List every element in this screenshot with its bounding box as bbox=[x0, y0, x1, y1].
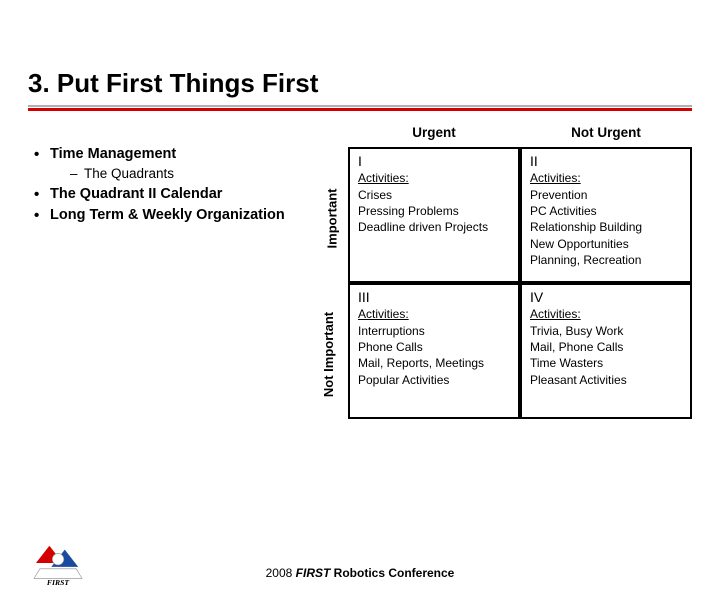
activity-line: Phone Calls bbox=[358, 339, 510, 355]
activity-line: Deadline driven Projects bbox=[358, 219, 510, 235]
activities-label: Activities: bbox=[530, 307, 682, 321]
quadrant-4: IV Activities: Trivia, Busy Work Mail, P… bbox=[520, 283, 692, 419]
slide: 3. Put First Things First Time Managemen… bbox=[0, 68, 720, 608]
col-header-not-urgent: Not Urgent bbox=[520, 125, 692, 147]
activities-label: Activities: bbox=[358, 171, 510, 185]
quadrant-activities: Crises Pressing Problems Deadline driven… bbox=[358, 187, 510, 236]
bullet-text: Time Management bbox=[50, 146, 176, 162]
quadrant-3: III Activities: Interruptions Phone Call… bbox=[348, 283, 520, 419]
quadrant-1: I Activities: Crises Pressing Problems D… bbox=[348, 147, 520, 283]
matrix-wrap: Urgent Not Urgent I Activities: Crises P… bbox=[348, 125, 692, 419]
activity-line: Mail, Reports, Meetings bbox=[358, 355, 510, 371]
footer-first: FIRST bbox=[296, 566, 331, 580]
rule-red bbox=[28, 108, 692, 111]
activity-line: Crises bbox=[358, 187, 510, 203]
quadrant-number: III bbox=[358, 289, 510, 305]
activities-label: Activities: bbox=[530, 171, 682, 185]
bullet-list: Time Management The Quadrants The Quadra… bbox=[28, 145, 320, 226]
svg-text:FIRST: FIRST bbox=[47, 578, 69, 587]
activity-line: Planning, Recreation bbox=[530, 252, 682, 268]
sub-list: The Quadrants bbox=[50, 165, 320, 183]
quadrant-matrix: I Activities: Crises Pressing Problems D… bbox=[348, 147, 692, 419]
first-logo-icon: FIRST bbox=[30, 540, 88, 588]
activity-line: Mail, Phone Calls bbox=[530, 339, 682, 355]
quadrant-2: II Activities: Prevention PC Activities … bbox=[520, 147, 692, 283]
activity-line: Trivia, Busy Work bbox=[530, 323, 682, 339]
quadrant-number: IV bbox=[530, 289, 682, 305]
activity-line: Popular Activities bbox=[358, 372, 510, 388]
content-row: Time Management The Quadrants The Quadra… bbox=[28, 125, 692, 419]
activity-line: Pressing Problems bbox=[358, 203, 510, 219]
row-labels: Important Not Important bbox=[320, 125, 348, 419]
bullet-item: The Quadrant II Calendar bbox=[34, 185, 320, 205]
activities-label: Activities: bbox=[358, 307, 510, 321]
slide-title: 3. Put First Things First bbox=[28, 68, 692, 99]
activity-line: Relationship Building bbox=[530, 219, 682, 235]
bullet-item: Long Term & Weekly Organization bbox=[34, 206, 320, 226]
bullet-item: Time Management The Quadrants bbox=[34, 145, 320, 183]
quadrant-activities: Interruptions Phone Calls Mail, Reports,… bbox=[358, 323, 510, 388]
col-headers: Urgent Not Urgent bbox=[348, 125, 692, 147]
quadrant-number: I bbox=[358, 153, 510, 169]
matrix-column: Important Not Important Urgent Not Urgen… bbox=[320, 125, 692, 419]
rule-gray bbox=[28, 105, 692, 107]
quadrant-activities: Trivia, Busy Work Mail, Phone Calls Time… bbox=[530, 323, 682, 388]
quadrant-activities: Prevention PC Activities Relationship Bu… bbox=[530, 187, 682, 268]
sub-item: The Quadrants bbox=[70, 165, 320, 183]
row-label-not-important: Not Important bbox=[321, 312, 336, 397]
title-rule bbox=[28, 105, 692, 111]
bullet-column: Time Management The Quadrants The Quadra… bbox=[28, 125, 320, 419]
activity-line: Pleasant Activities bbox=[530, 372, 682, 388]
footer-rest: Robotics Conference bbox=[330, 566, 454, 580]
activity-line: Prevention bbox=[530, 187, 682, 203]
activity-line: Time Wasters bbox=[530, 355, 682, 371]
footer-year: 2008 bbox=[266, 566, 296, 580]
activity-line: New Opportunities bbox=[530, 236, 682, 252]
footer: 2008 FIRST Robotics Conference bbox=[0, 566, 720, 580]
activity-line: PC Activities bbox=[530, 203, 682, 219]
quadrant-number: II bbox=[530, 153, 682, 169]
col-header-urgent: Urgent bbox=[348, 125, 520, 147]
activity-line: Interruptions bbox=[358, 323, 510, 339]
row-label-important: Important bbox=[324, 189, 339, 249]
